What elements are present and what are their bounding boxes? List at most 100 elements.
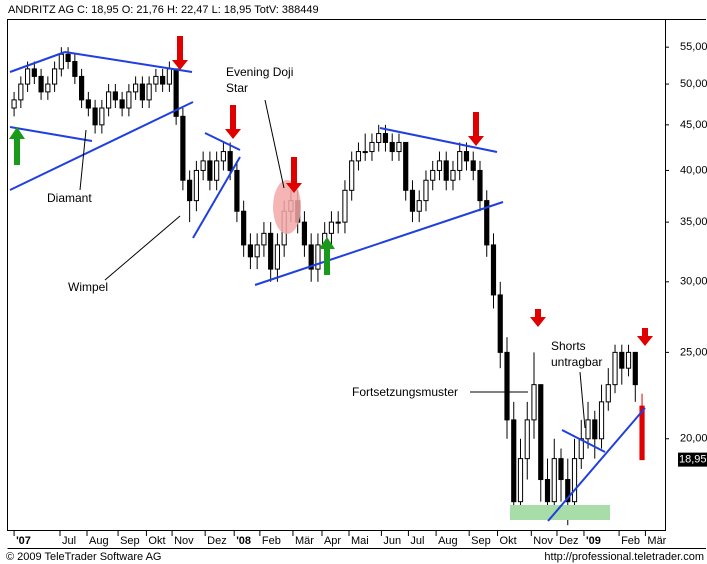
candle-body xyxy=(146,83,152,101)
candle-body xyxy=(376,133,382,143)
trend-line xyxy=(379,127,498,153)
candle-body xyxy=(605,384,611,403)
candle-body xyxy=(234,169,240,212)
x-tick-label: '09 xyxy=(586,535,601,547)
candle-body xyxy=(24,68,31,85)
candle-body xyxy=(612,351,618,386)
sell-arrow xyxy=(286,157,302,193)
x-tick-label: Okt xyxy=(148,535,165,547)
y-tick-label: 55,00 xyxy=(680,41,707,53)
candle-body xyxy=(524,419,530,460)
candle-body xyxy=(396,141,402,153)
candle-body xyxy=(261,232,267,246)
candle-body xyxy=(241,210,247,246)
sell-arrow xyxy=(468,112,484,146)
candle-body xyxy=(517,458,524,503)
candle-body xyxy=(106,91,112,109)
candle-body xyxy=(369,141,375,153)
candle-body xyxy=(11,99,17,109)
pointer xyxy=(264,99,285,189)
x-tick-label: Dez xyxy=(207,535,227,547)
candle-body xyxy=(335,221,341,224)
candle-body xyxy=(592,419,598,440)
candle-body xyxy=(578,438,584,460)
candle-body xyxy=(45,83,51,93)
trend-line xyxy=(64,51,193,73)
x-tick-label: Aug xyxy=(89,535,109,547)
candle-body xyxy=(126,91,132,109)
candle-body xyxy=(409,189,416,212)
candle-body xyxy=(362,151,368,154)
candle-body xyxy=(51,68,58,85)
x-tick-label: Sep xyxy=(120,535,140,547)
candle-body xyxy=(227,151,233,171)
y-tick-label: 40,00 xyxy=(680,164,707,176)
candle-body xyxy=(625,351,632,369)
highlight xyxy=(273,180,301,234)
candle-body xyxy=(382,133,389,143)
annotations xyxy=(9,36,653,522)
candle-body xyxy=(85,99,91,109)
candle-body xyxy=(558,458,564,481)
candle-body xyxy=(389,141,395,153)
candle-body xyxy=(443,160,449,181)
candle-body xyxy=(565,479,571,503)
candle-body xyxy=(632,351,638,386)
highlight xyxy=(510,505,610,520)
y-tick-label: 20,00 xyxy=(680,433,707,445)
candle-body xyxy=(544,479,551,503)
candle-body xyxy=(166,68,172,85)
candle-body xyxy=(72,61,78,77)
annotation: untragbar xyxy=(551,355,602,369)
candle-body xyxy=(153,75,159,85)
candle-body xyxy=(268,232,274,270)
trend-line xyxy=(254,201,504,286)
candle-body xyxy=(450,169,456,181)
x-tick-label: Aug xyxy=(438,535,458,547)
candle-body xyxy=(511,419,517,503)
candle-body xyxy=(200,160,206,171)
candle-body xyxy=(65,53,71,63)
candle-body xyxy=(585,419,591,440)
candle-body xyxy=(531,384,537,421)
candle-body xyxy=(538,384,544,481)
y-tick-label: 50,00 xyxy=(680,78,707,90)
candle-body xyxy=(430,169,436,181)
annotation: Shorts xyxy=(551,339,586,353)
copyright: © 2009 TeleTrader Software AG xyxy=(6,551,161,563)
candle-body xyxy=(328,221,335,234)
candle-body xyxy=(274,244,281,270)
candle-body xyxy=(497,294,503,353)
candle-body xyxy=(214,160,220,181)
candle-body xyxy=(423,179,429,202)
candle-body xyxy=(457,151,463,171)
candle-body xyxy=(58,53,64,70)
x-tick-label: Sep xyxy=(471,535,491,547)
sell-arrow xyxy=(637,328,653,346)
last-price-box xyxy=(678,452,707,467)
trend-line xyxy=(192,156,241,239)
candle-body xyxy=(551,458,557,503)
x-tick-label: Jul xyxy=(410,535,424,547)
candle-body xyxy=(484,200,490,246)
buy-arrow xyxy=(319,237,335,275)
x-tick-label: Mai xyxy=(351,535,369,547)
pointer xyxy=(79,129,87,191)
plot-frame xyxy=(7,19,666,531)
candle-body xyxy=(119,99,125,109)
annotation: Star xyxy=(226,81,248,95)
x-tick-label: Apr xyxy=(324,535,341,547)
x-tick-label: Okt xyxy=(500,535,517,547)
x-tick-label: Jul xyxy=(62,535,76,547)
candle-body xyxy=(247,244,254,258)
sell-arrow xyxy=(172,36,188,70)
buy-arrow xyxy=(9,127,25,165)
candle-body xyxy=(180,115,186,181)
x-tick-label: Feb xyxy=(621,535,640,547)
candle-body xyxy=(571,458,578,503)
y-tick-label: 35,00 xyxy=(680,216,707,228)
candle-body xyxy=(254,244,260,258)
candle-body xyxy=(619,351,625,369)
x-tick-label: '07 xyxy=(16,535,31,547)
